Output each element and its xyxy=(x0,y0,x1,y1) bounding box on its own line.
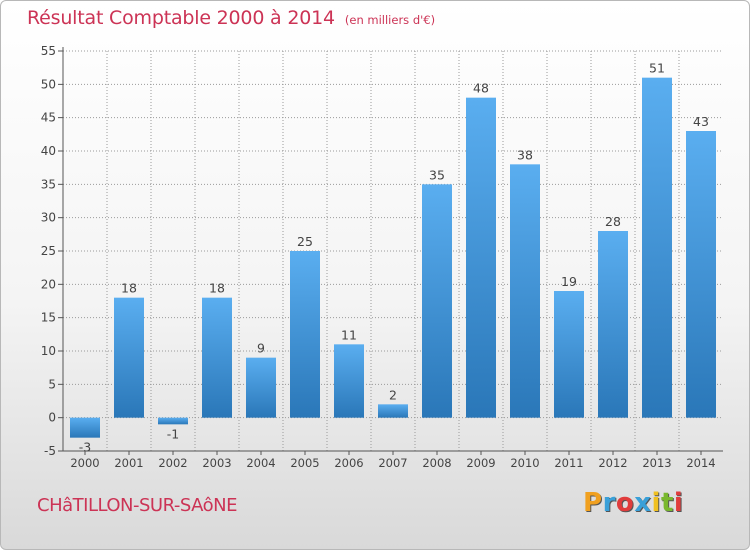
bar-2013 xyxy=(642,77,672,418)
chart-title: Résultat Comptable 2000 à 2014 (en millie… xyxy=(27,7,435,29)
value-label-2009: 48 xyxy=(473,81,489,96)
x-tick-label-2006: 2006 xyxy=(334,456,363,470)
bar-2004 xyxy=(246,357,276,418)
bar-2003 xyxy=(202,297,232,418)
logo-letter: P xyxy=(583,488,603,518)
bar-2005 xyxy=(290,251,320,418)
bar-2014 xyxy=(686,131,716,418)
x-tick-label-2004: 2004 xyxy=(246,456,275,470)
bar-2011 xyxy=(554,291,584,418)
y-tick-label: 45 xyxy=(41,111,56,125)
labels: 2000-3 2001 18 2002 -1 2003 18 2004 9 2005 25 2006 1… xyxy=(70,61,715,470)
logo-letter: r xyxy=(602,488,616,518)
value-label-2010: 38 xyxy=(517,147,533,162)
x-tick-label-2008: 2008 xyxy=(422,456,451,470)
x-tick-label-2007: 2007 xyxy=(378,456,407,470)
y-tick-label: 10 xyxy=(41,344,56,358)
value-label-2002: -1 xyxy=(167,426,179,441)
x-tick-label-2014: 2014 xyxy=(686,456,715,470)
bar-2009 xyxy=(466,97,496,418)
y-tick-label: -5 xyxy=(44,444,56,458)
logo-letter: t xyxy=(660,488,674,518)
bar-2001 xyxy=(114,297,144,418)
x-tick-label-2003: 2003 xyxy=(202,456,231,470)
axes: -5 0 5 10 15 20 25 30 35 40 45 50 55 xyxy=(41,44,723,458)
bars xyxy=(70,77,716,438)
y-tick-label: 0 xyxy=(48,411,56,425)
x-tick-label-2012: 2012 xyxy=(598,456,627,470)
x-tick-label-2001: 2001 xyxy=(114,456,143,470)
value-label-2000: -3 xyxy=(79,440,91,455)
unit-note: (en milliers d'€) xyxy=(344,13,436,27)
y-tick-label: 25 xyxy=(41,244,56,258)
x-tick-label-2009: 2009 xyxy=(466,456,495,470)
value-label-2014: 43 xyxy=(693,114,709,129)
proxiti-logo: Proxiti xyxy=(583,488,683,518)
y-tick-label: 50 xyxy=(41,77,56,91)
value-label-2005: 25 xyxy=(297,234,313,249)
x-tick-label-2013: 2013 xyxy=(642,456,671,470)
logo-letter: i xyxy=(673,488,684,518)
value-label-2013: 51 xyxy=(649,61,665,76)
y-tick-label: 20 xyxy=(41,277,56,291)
y-tick-label: 30 xyxy=(41,211,56,225)
bar-2010 xyxy=(510,164,540,418)
value-label-2007: 2 xyxy=(389,387,397,402)
bar-2000 xyxy=(70,417,100,438)
value-label-2008: 35 xyxy=(429,167,445,182)
bar-2006 xyxy=(334,344,364,418)
grid-lines xyxy=(63,50,723,452)
value-label-2011: 19 xyxy=(561,274,577,289)
value-label-2006: 11 xyxy=(341,327,357,342)
place-name: CHâTILLON-SUR-SAôNE xyxy=(37,495,237,516)
logo-letter: o xyxy=(615,488,635,518)
chart-title-text: Résultat Comptable 2000 à 2014 xyxy=(27,7,335,29)
bar-2007 xyxy=(378,404,408,418)
bar-2012 xyxy=(598,231,628,418)
y-tick-label: 40 xyxy=(41,144,56,158)
y-tick-label: 55 xyxy=(41,44,56,58)
logo-letter: x xyxy=(634,488,652,518)
bar-2008 xyxy=(422,184,452,418)
y-tick-label: 5 xyxy=(48,377,56,391)
bar-2002 xyxy=(158,417,188,425)
x-tick-label-2011: 2011 xyxy=(554,456,583,470)
x-tick-label-2010: 2010 xyxy=(510,456,539,470)
x-tick-label-2005: 2005 xyxy=(290,456,319,470)
value-label-2001: 18 xyxy=(121,281,137,296)
logo-letter: i xyxy=(651,488,661,518)
x-tick-label-2002: 2002 xyxy=(158,456,187,470)
value-label-2004: 9 xyxy=(257,341,265,356)
y-tick-label: 35 xyxy=(41,177,56,191)
value-label-2003: 18 xyxy=(209,281,225,296)
x-tick-label-2000: 2000 xyxy=(70,456,99,470)
value-label-2012: 28 xyxy=(605,214,621,229)
y-tick-label: 15 xyxy=(41,311,56,325)
